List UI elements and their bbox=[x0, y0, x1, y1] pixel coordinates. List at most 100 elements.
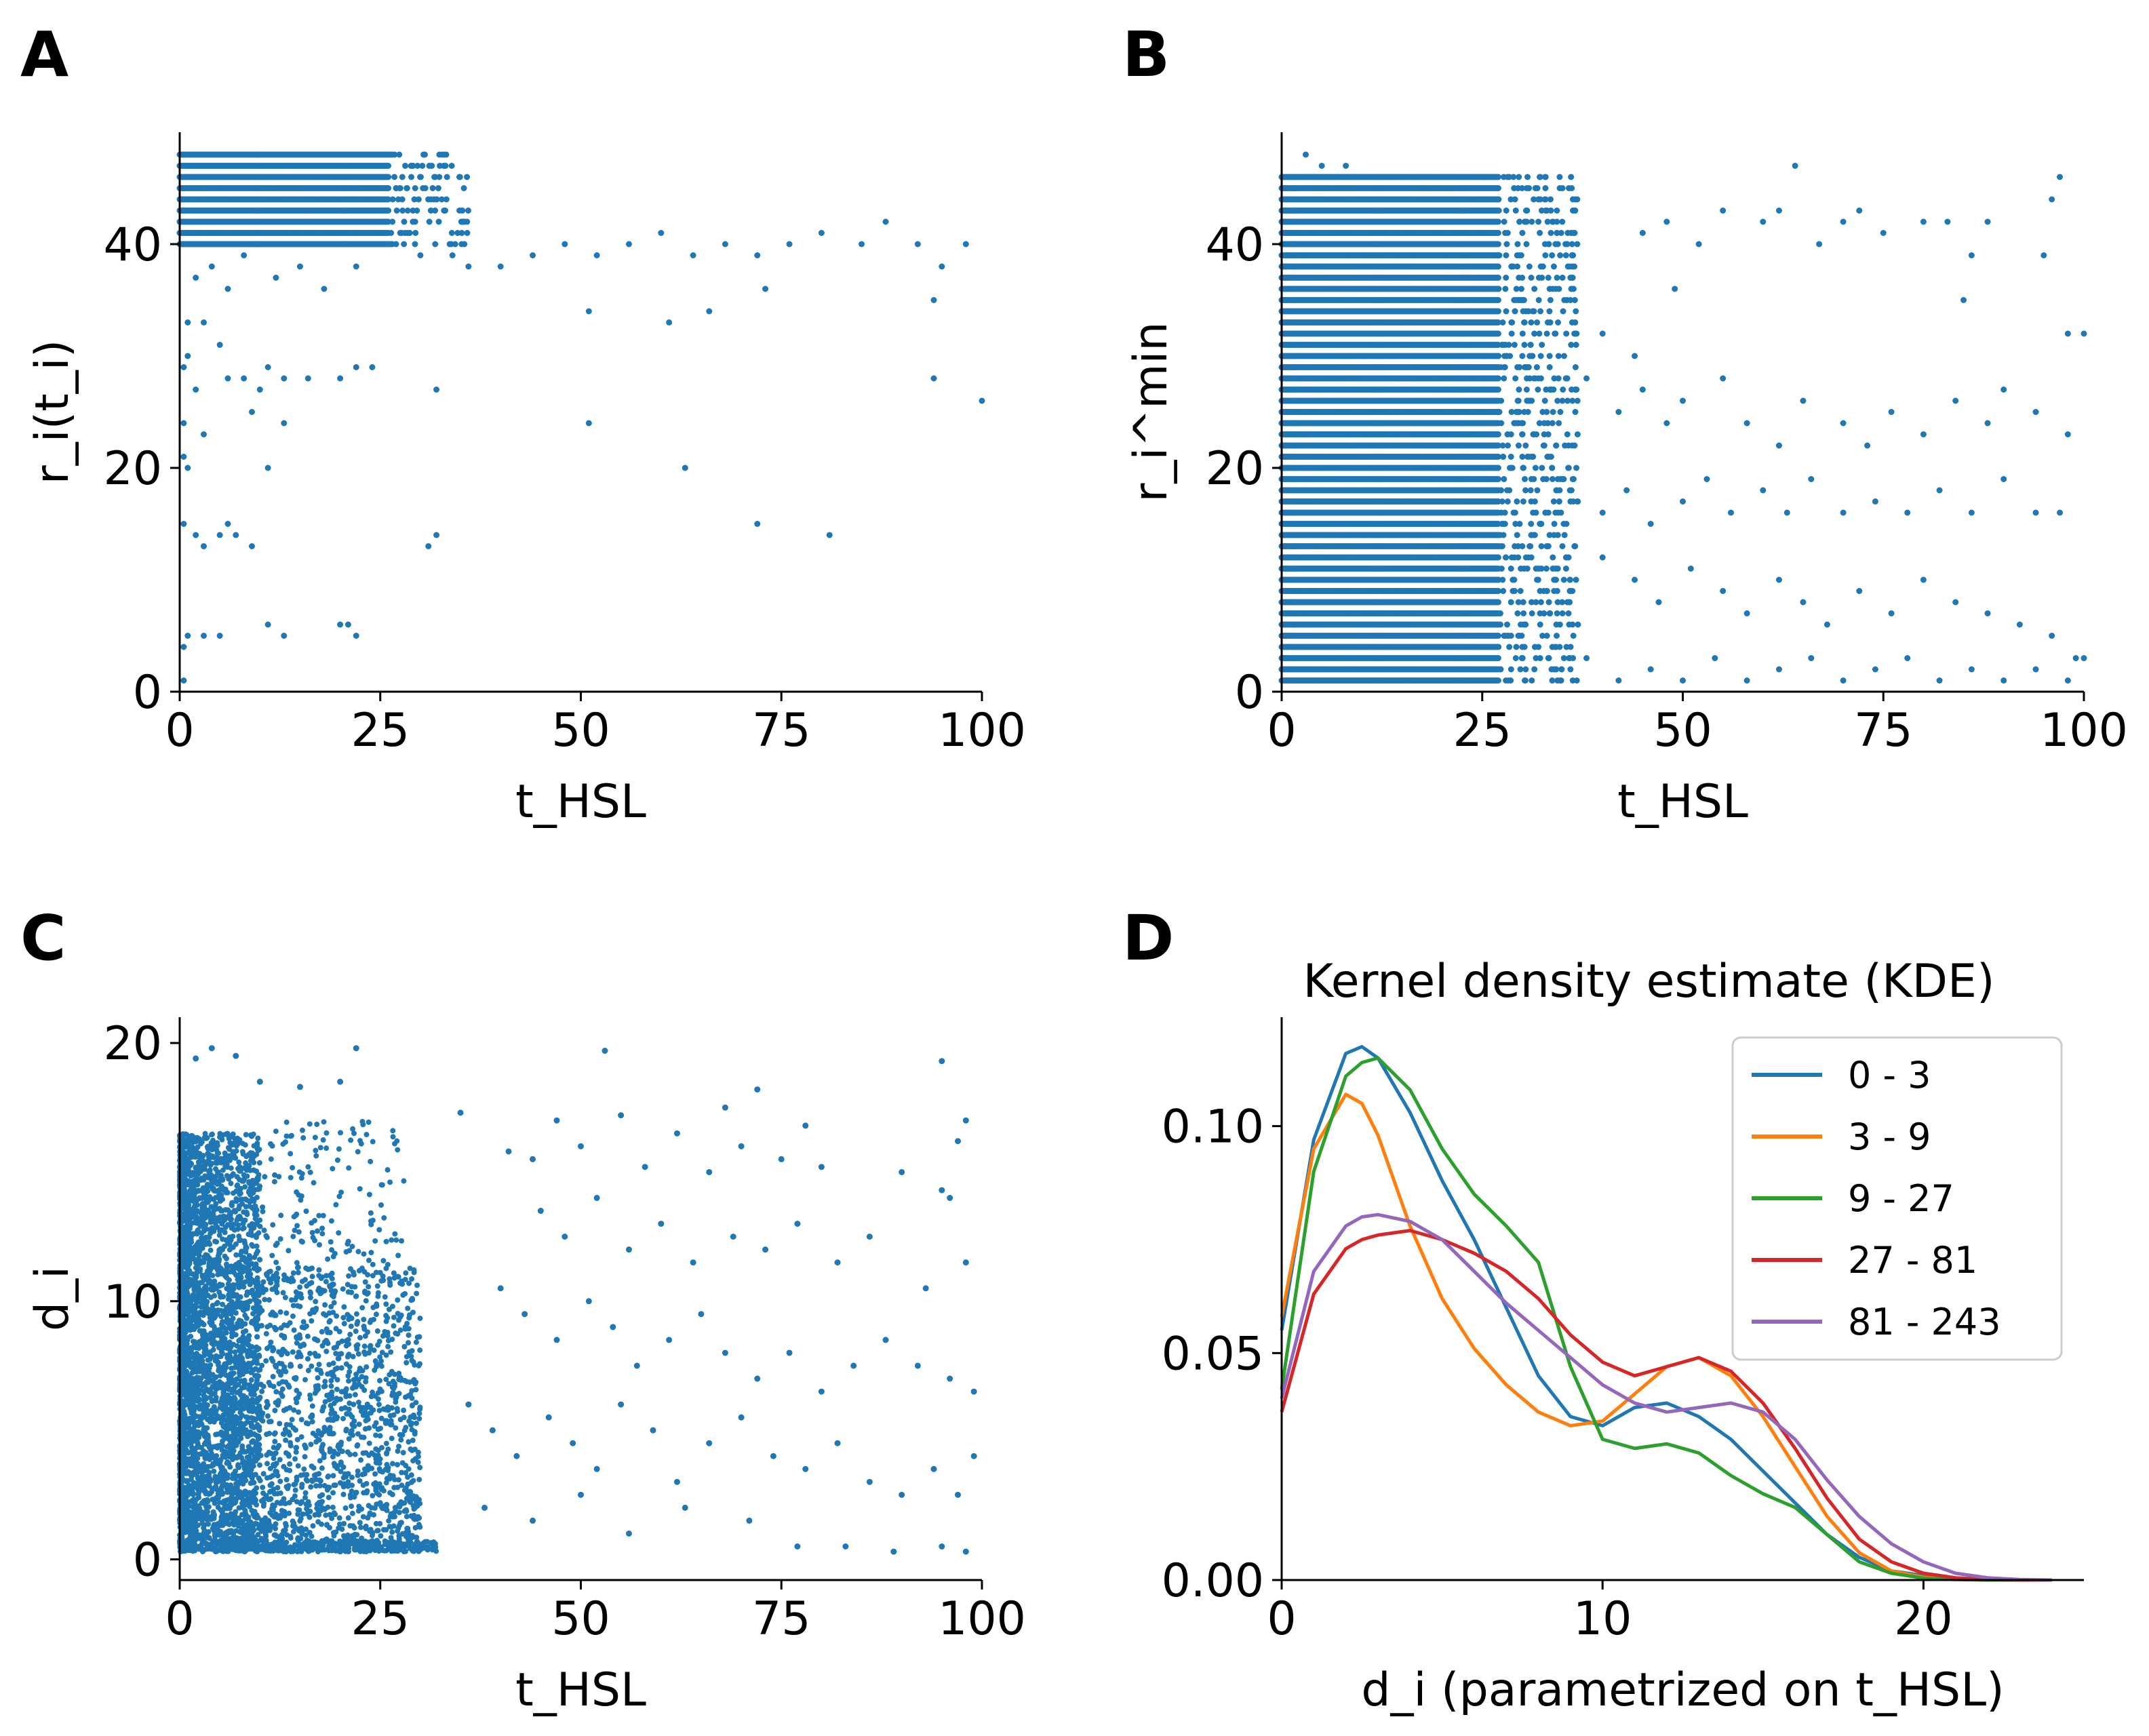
scatter-point bbox=[1515, 599, 1522, 606]
scatter-point bbox=[456, 208, 463, 214]
scatter-point bbox=[1563, 554, 1570, 561]
scatter-point bbox=[388, 230, 395, 236]
scatter-point bbox=[1534, 487, 1541, 494]
scatter-point bbox=[914, 241, 921, 248]
scatter-point bbox=[930, 375, 937, 382]
scatter-point bbox=[216, 342, 223, 348]
scatter-point bbox=[411, 196, 418, 203]
scatter-point bbox=[1560, 655, 1567, 661]
scatter-point bbox=[1575, 621, 1581, 628]
scatter-point bbox=[1512, 521, 1519, 527]
scatter-point bbox=[429, 163, 435, 169]
scatter-point bbox=[1560, 576, 1567, 583]
scatter-point bbox=[385, 196, 392, 203]
scatter-point bbox=[224, 521, 231, 527]
scatter-point bbox=[385, 174, 392, 180]
scatter-point bbox=[1504, 498, 1511, 505]
scatter-point bbox=[464, 174, 471, 180]
scatter-point bbox=[754, 521, 761, 527]
scatter-point bbox=[1546, 610, 1553, 616]
scatter-point bbox=[1553, 633, 1560, 639]
scatter-point bbox=[939, 263, 945, 270]
scatter-point bbox=[399, 208, 406, 214]
scatter-point bbox=[1495, 554, 1501, 561]
scatter-point bbox=[193, 275, 199, 281]
scatter-point bbox=[1512, 543, 1518, 549]
scatter-point bbox=[248, 409, 255, 415]
scatter-point bbox=[233, 532, 239, 538]
scatter-point bbox=[1558, 509, 1564, 516]
scatter-point bbox=[1573, 677, 1580, 684]
scatter-point bbox=[1527, 487, 1534, 494]
scatter-point bbox=[1554, 599, 1561, 606]
scatter-point bbox=[1503, 621, 1510, 628]
scatter-point bbox=[419, 163, 426, 169]
scatter-point bbox=[431, 196, 437, 203]
scatter-point bbox=[1570, 476, 1577, 482]
scatter-point bbox=[1554, 532, 1561, 538]
scatter-point bbox=[216, 532, 223, 538]
scatter-point bbox=[401, 241, 408, 248]
scatter-point bbox=[1501, 476, 1507, 482]
scatter-point bbox=[1527, 543, 1534, 549]
scatter-point bbox=[1554, 610, 1560, 616]
dense-row-markers bbox=[176, 151, 472, 248]
scatter-point bbox=[385, 185, 392, 191]
scatter-point bbox=[1522, 476, 1529, 482]
scatter-point bbox=[1549, 476, 1556, 482]
scatter-point bbox=[762, 285, 769, 292]
scatter-point bbox=[1541, 610, 1547, 616]
scatter-point bbox=[1495, 677, 1501, 684]
scatter-point bbox=[1495, 476, 1501, 482]
scatter-point bbox=[1565, 610, 1572, 616]
scatter-point bbox=[1524, 566, 1531, 572]
scatter-point bbox=[1515, 554, 1522, 561]
scatter-point bbox=[184, 319, 191, 326]
scatter-point bbox=[449, 252, 456, 258]
scatter-point bbox=[337, 621, 344, 628]
scatter-point bbox=[399, 196, 406, 203]
scatter-point bbox=[1498, 487, 1505, 494]
x-tick-label: 0 bbox=[165, 704, 194, 757]
scatter-point bbox=[441, 151, 448, 158]
scatter-point bbox=[979, 397, 985, 404]
scatter-point bbox=[304, 375, 311, 382]
scatter-point bbox=[385, 163, 392, 169]
scatter-point bbox=[180, 521, 187, 527]
scatter-point bbox=[1533, 566, 1539, 572]
scatter-point bbox=[1495, 644, 1502, 650]
scatter-point bbox=[690, 252, 696, 258]
scatter-point bbox=[460, 218, 467, 225]
scatter-point bbox=[443, 196, 450, 203]
scatter-point bbox=[1569, 621, 1576, 628]
scatter-point bbox=[337, 375, 344, 382]
scatter-point bbox=[442, 208, 449, 214]
scatter-point bbox=[1562, 566, 1569, 572]
x-axis-label: t_HSL bbox=[515, 775, 646, 829]
scatter-point bbox=[281, 375, 288, 382]
scatter-point bbox=[1505, 677, 1512, 684]
scatter-point bbox=[409, 163, 416, 169]
scatter-point bbox=[1512, 655, 1519, 661]
scatter-point bbox=[248, 543, 255, 549]
scatter-point bbox=[436, 174, 443, 180]
scatter-point bbox=[658, 230, 665, 236]
scatter-point bbox=[224, 285, 231, 292]
scatter-point bbox=[1543, 588, 1550, 594]
scatter-point bbox=[180, 644, 187, 650]
scatter-point bbox=[412, 230, 419, 236]
scatter-point bbox=[818, 230, 825, 236]
scatter-point bbox=[1507, 566, 1514, 572]
scatter-point bbox=[389, 218, 396, 225]
scatter-point bbox=[1506, 644, 1513, 650]
scatter-point bbox=[1573, 576, 1579, 583]
scatter-point bbox=[1549, 677, 1556, 684]
scatter-point bbox=[1529, 677, 1535, 684]
scatter-point bbox=[1531, 476, 1537, 482]
scatter-point bbox=[216, 633, 223, 639]
scatter-point bbox=[625, 241, 632, 248]
scatter-point bbox=[264, 364, 271, 370]
scatter-point bbox=[1566, 576, 1573, 583]
